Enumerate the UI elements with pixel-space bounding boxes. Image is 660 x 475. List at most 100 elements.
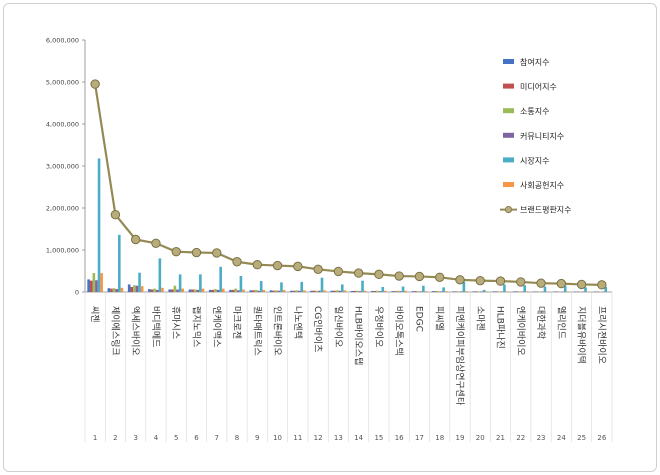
bar bbox=[472, 291, 476, 292]
bar bbox=[138, 272, 141, 292]
bar bbox=[541, 291, 544, 293]
category-label: 휴마시스 bbox=[170, 306, 181, 339]
legend-entry: 참여지수 bbox=[520, 57, 549, 67]
bar bbox=[482, 289, 486, 292]
bar bbox=[424, 291, 428, 292]
category-label: 엔케이맥스 bbox=[211, 306, 222, 347]
category-label: 우정바이오 bbox=[373, 306, 384, 347]
bar bbox=[315, 290, 319, 292]
bar bbox=[130, 286, 134, 292]
category-number: 19 bbox=[456, 434, 465, 442]
y-tick-label: 6,000,000 bbox=[46, 37, 79, 45]
category-label: EDGC bbox=[413, 306, 423, 332]
legend-line-marker bbox=[504, 206, 513, 214]
bar bbox=[566, 291, 570, 292]
bar bbox=[191, 289, 194, 292]
bar bbox=[391, 291, 394, 292]
bar bbox=[393, 291, 397, 292]
bar bbox=[211, 289, 215, 292]
category-number: 9 bbox=[255, 434, 259, 442]
category-label: 나노엔텍 bbox=[292, 306, 303, 339]
bar bbox=[320, 277, 324, 292]
bar bbox=[242, 289, 245, 292]
bar bbox=[381, 286, 385, 292]
bar bbox=[229, 289, 232, 292]
bar bbox=[127, 284, 131, 292]
category-label: 랩지노믹스 bbox=[190, 306, 202, 347]
category-label: 바이오톡스텍 bbox=[393, 306, 404, 356]
bar bbox=[497, 291, 501, 292]
bar bbox=[171, 289, 174, 292]
line-point bbox=[516, 277, 526, 287]
bar bbox=[543, 286, 547, 292]
line-point bbox=[475, 275, 485, 286]
category-label: 제이에스링크 bbox=[109, 306, 121, 356]
legend-swatch bbox=[503, 83, 514, 89]
y-tick-label: 3,000,000 bbox=[46, 163, 79, 171]
category-label: 일신바이오 bbox=[332, 306, 343, 347]
category-label: 엑세스바이오 bbox=[130, 306, 142, 356]
category-number: 20 bbox=[476, 434, 485, 442]
bar bbox=[384, 290, 387, 292]
bar bbox=[216, 289, 220, 292]
bar bbox=[604, 286, 608, 292]
bar bbox=[252, 290, 255, 292]
bar bbox=[500, 291, 504, 292]
bar bbox=[462, 281, 466, 292]
bar bbox=[118, 234, 121, 292]
category-number: 26 bbox=[597, 434, 606, 442]
bar bbox=[520, 291, 524, 292]
category-number: 17 bbox=[415, 434, 424, 442]
bar bbox=[239, 276, 243, 292]
line-point bbox=[435, 272, 445, 282]
bar bbox=[431, 291, 435, 292]
legend-swatch bbox=[503, 59, 514, 64]
bar bbox=[274, 290, 278, 292]
bar bbox=[178, 274, 182, 292]
bar bbox=[584, 287, 587, 292]
category-label: 엔케이바이오 bbox=[515, 306, 526, 356]
bar bbox=[399, 291, 402, 292]
category-number: 6 bbox=[194, 434, 199, 442]
bar bbox=[563, 285, 567, 292]
category-label: 피씨엘 bbox=[434, 306, 445, 331]
axes: 0 1,000,000 2,000,000 3,000,000 4,000,000 5,0… bbox=[46, 37, 613, 442]
bar bbox=[607, 291, 610, 293]
bar bbox=[333, 290, 336, 292]
bar bbox=[465, 291, 468, 292]
bar bbox=[340, 284, 344, 292]
bar bbox=[586, 291, 590, 293]
legend-entry: 커뮤니티지수 bbox=[520, 131, 564, 141]
bar bbox=[576, 291, 579, 293]
line-point bbox=[536, 278, 546, 288]
line-point bbox=[353, 268, 364, 278]
y-tick-label: 1,000,000 bbox=[46, 247, 79, 255]
bar bbox=[350, 290, 354, 292]
bar bbox=[272, 290, 275, 292]
bar bbox=[97, 158, 101, 292]
category-number: 1 bbox=[93, 434, 97, 442]
bar bbox=[515, 291, 519, 292]
line-point bbox=[272, 260, 283, 271]
bar bbox=[376, 290, 379, 292]
legend-swatch bbox=[503, 182, 514, 187]
bar bbox=[89, 280, 93, 292]
bar bbox=[249, 290, 253, 292]
bar bbox=[112, 288, 116, 292]
bar bbox=[323, 290, 326, 292]
bar bbox=[214, 289, 217, 292]
line-point bbox=[313, 264, 323, 275]
line-point bbox=[110, 210, 121, 220]
category-number: 15 bbox=[374, 434, 383, 442]
bar bbox=[485, 291, 489, 292]
line-point bbox=[495, 276, 506, 286]
category-number: 8 bbox=[235, 434, 239, 442]
category-number: 24 bbox=[557, 434, 566, 442]
bar bbox=[297, 290, 301, 292]
y-tick-label: 0 bbox=[75, 289, 79, 297]
chart-frame bbox=[3, 3, 657, 472]
line-point bbox=[293, 261, 303, 272]
bar bbox=[546, 291, 549, 292]
